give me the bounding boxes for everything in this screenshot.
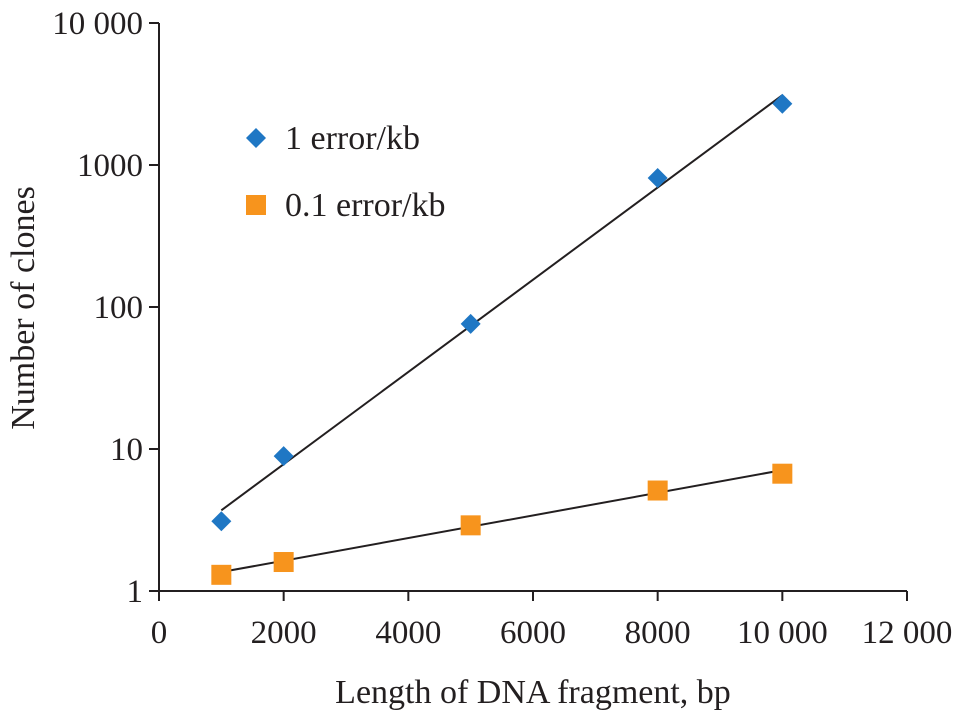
fit-line xyxy=(221,469,783,574)
y-tick-label: 100 xyxy=(94,290,144,326)
fit-lines xyxy=(220,94,783,574)
legend-label: 0.1 error/kb xyxy=(285,187,446,224)
x-axis-title: Length of DNA fragment, bp xyxy=(335,674,731,711)
legend: 1 error/kb 0.1 error/kb xyxy=(246,120,446,224)
x-tick-label: 2000 xyxy=(251,615,317,651)
y-tick-label: 1000 xyxy=(77,148,143,184)
data-point xyxy=(211,511,232,532)
data-point xyxy=(460,313,481,334)
data-point xyxy=(460,515,481,536)
x-tick-label: 8000 xyxy=(625,615,691,651)
axes: 0 2000 4000 6000 8000 10 000 12 000 1 10 100 1000 1… xyxy=(52,6,952,651)
y-axis-title: Number of clones xyxy=(5,186,42,430)
y-tick-label: 1 xyxy=(127,574,144,610)
x-tick-label: 10 000 xyxy=(737,615,828,651)
data-point xyxy=(772,463,793,484)
data-point xyxy=(647,480,668,501)
y-tick-label: 10 xyxy=(110,432,143,468)
legend-marker xyxy=(246,195,266,215)
x-tick-label: 0 xyxy=(151,615,168,651)
data-point xyxy=(772,93,793,114)
legend-label: 1 error/kb xyxy=(285,120,420,157)
x-tick-label: 4000 xyxy=(375,615,441,651)
fit-line xyxy=(220,94,783,512)
y-tick-label: 10 000 xyxy=(52,6,143,42)
data-point xyxy=(647,167,668,188)
data-point xyxy=(273,446,294,467)
legend-marker xyxy=(246,128,266,148)
x-tick-label: 12 000 xyxy=(862,615,953,651)
x-tick-label: 6000 xyxy=(500,615,566,651)
data-points xyxy=(211,93,793,585)
data-point xyxy=(273,552,294,573)
data-point xyxy=(211,564,232,585)
